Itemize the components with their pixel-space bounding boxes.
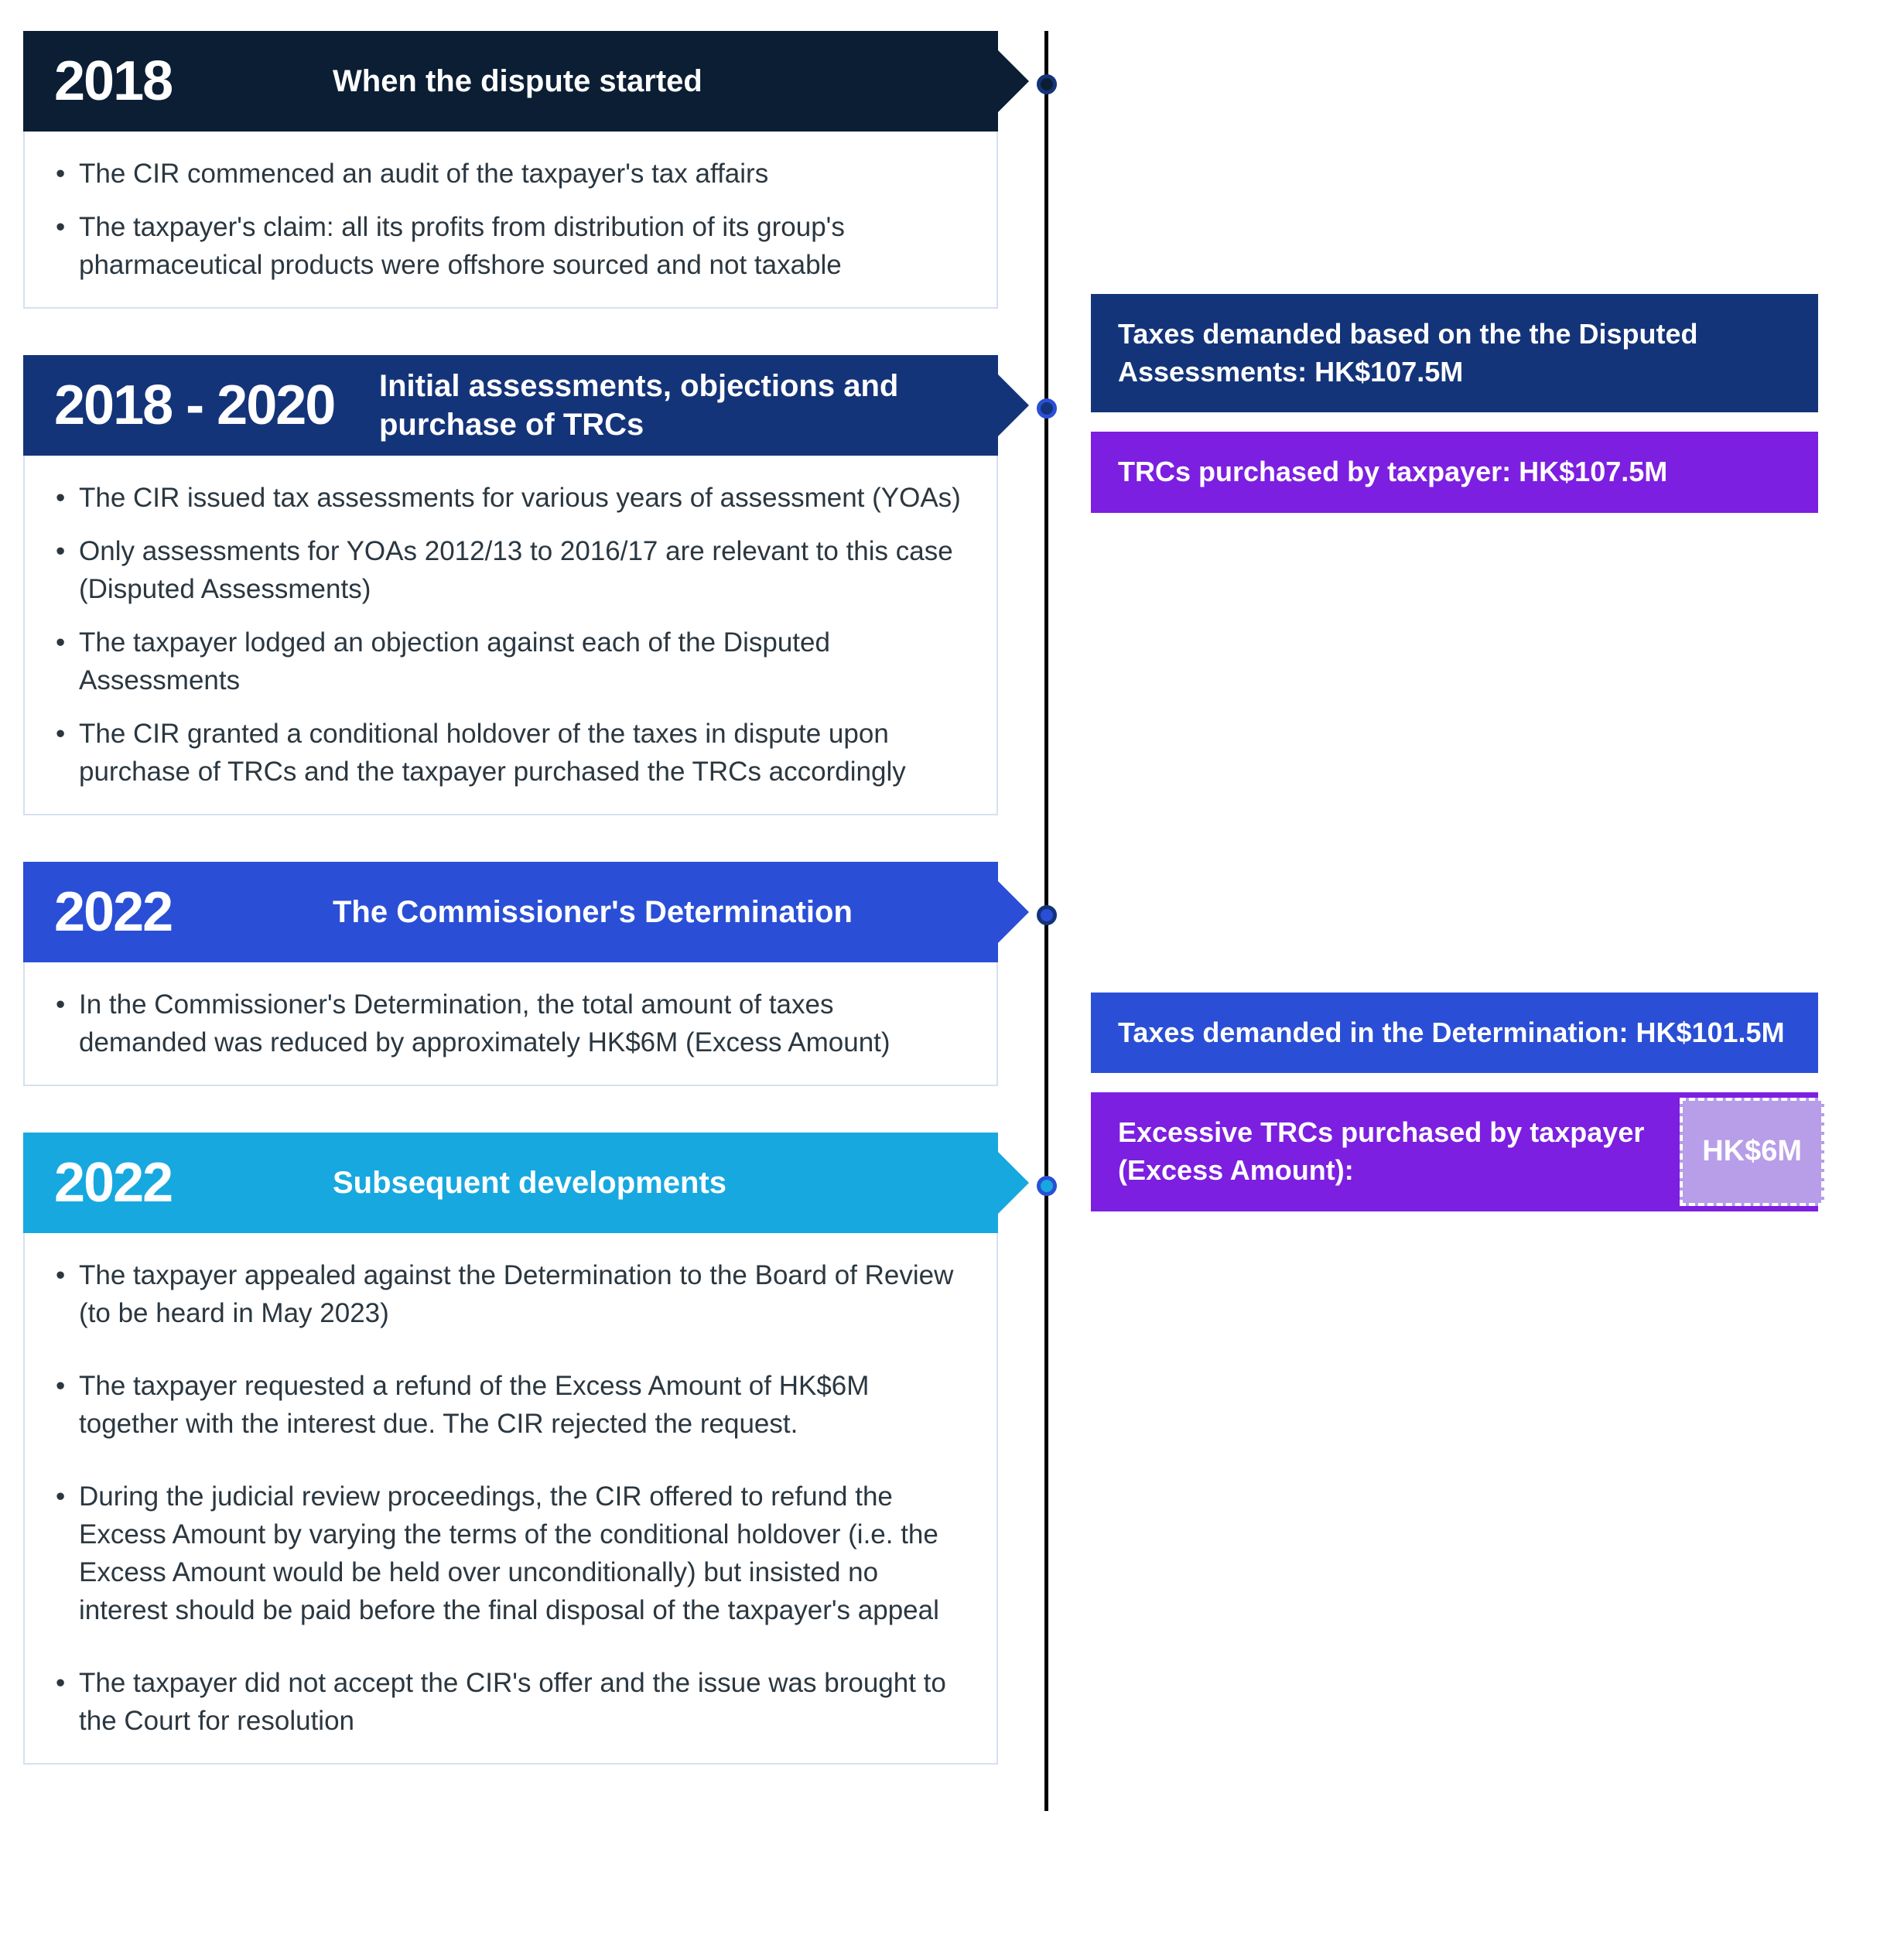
event-body: The taxpayer appealed against the Determ… (23, 1233, 998, 1765)
event-year: 2022 (54, 1151, 333, 1215)
bullet: Only assessments for YOAs 2012/13 to 201… (56, 532, 966, 608)
excess-stamp: HK$6M (1680, 1098, 1824, 1205)
side-column: Taxes demanded based on the the Disputed… (1044, 31, 1818, 1811)
bullet: During the judicial review proceedings, … (56, 1478, 966, 1629)
bullet: In the Commissioner's Determination, the… (56, 986, 966, 1061)
sidebox-excess-text: Excessive TRCs purchased by taxpayer (Ex… (1091, 1092, 1680, 1211)
bullet: The taxpayer did not accept the CIR's of… (56, 1664, 966, 1740)
bullet: The taxpayer's claim: all its profits fr… (56, 208, 966, 284)
bullet: The taxpayer requested a refund of the E… (56, 1367, 966, 1443)
side-group-2: Taxes demanded in the Determination: HK$… (1091, 993, 1818, 1211)
timeline-dot (1037, 74, 1057, 94)
timeline-dot (1037, 1176, 1057, 1196)
event-title: When the dispute started (333, 62, 702, 101)
sidebox-taxes-determination: Taxes demanded in the Determination: HK$… (1091, 993, 1818, 1074)
event-year: 2018 - 2020 (54, 374, 379, 437)
sidebox-trcs-purchased: TRCs purchased by taxpayer: HK$107.5M (1091, 432, 1818, 513)
event-body: In the Commissioner's Determination, the… (23, 962, 998, 1086)
event-body: The CIR issued tax assessments for vario… (23, 456, 998, 815)
side-group-1: Taxes demanded based on the the Disputed… (1091, 294, 1818, 513)
event-year: 2018 (54, 50, 333, 113)
event-title: Initial assessments, objections and purc… (379, 367, 936, 444)
event-2022-determination: 2022 The Commissioner's Determination In… (23, 862, 998, 1086)
timeline-dot (1037, 905, 1057, 925)
sidebox-excess-amount: Excessive TRCs purchased by taxpayer (Ex… (1091, 1092, 1818, 1211)
sidebox-taxes-demanded: Taxes demanded based on the the Disputed… (1091, 294, 1818, 412)
event-2018-2020: 2018 - 2020 Initial assessments, objecti… (23, 355, 998, 815)
event-body: The CIR commenced an audit of the taxpay… (23, 132, 998, 309)
bullet: The taxpayer lodged an objection against… (56, 624, 966, 699)
bullet: The CIR commenced an audit of the taxpay… (56, 155, 966, 193)
event-year: 2022 (54, 880, 333, 944)
event-title: Subsequent developments (333, 1163, 726, 1202)
bullet: The CIR issued tax assessments for vario… (56, 479, 966, 517)
event-header: 2022 Subsequent developments (23, 1133, 998, 1233)
event-header: 2018 When the dispute started (23, 31, 998, 132)
event-header: 2022 The Commissioner's Determination (23, 862, 998, 962)
timeline-dot (1037, 398, 1057, 419)
events-column: 2018 When the dispute started The CIR co… (23, 31, 1044, 1811)
event-header: 2018 - 2020 Initial assessments, objecti… (23, 355, 998, 456)
bullet: The taxpayer appealed against the Determ… (56, 1256, 966, 1332)
bullet: The CIR granted a conditional holdover o… (56, 715, 966, 791)
event-title: The Commissioner's Determination (333, 893, 853, 931)
event-2022-subsequent: 2022 Subsequent developments The taxpaye… (23, 1133, 998, 1765)
timeline-container: 2018 When the dispute started The CIR co… (23, 31, 1881, 1811)
event-2018: 2018 When the dispute started The CIR co… (23, 31, 998, 309)
